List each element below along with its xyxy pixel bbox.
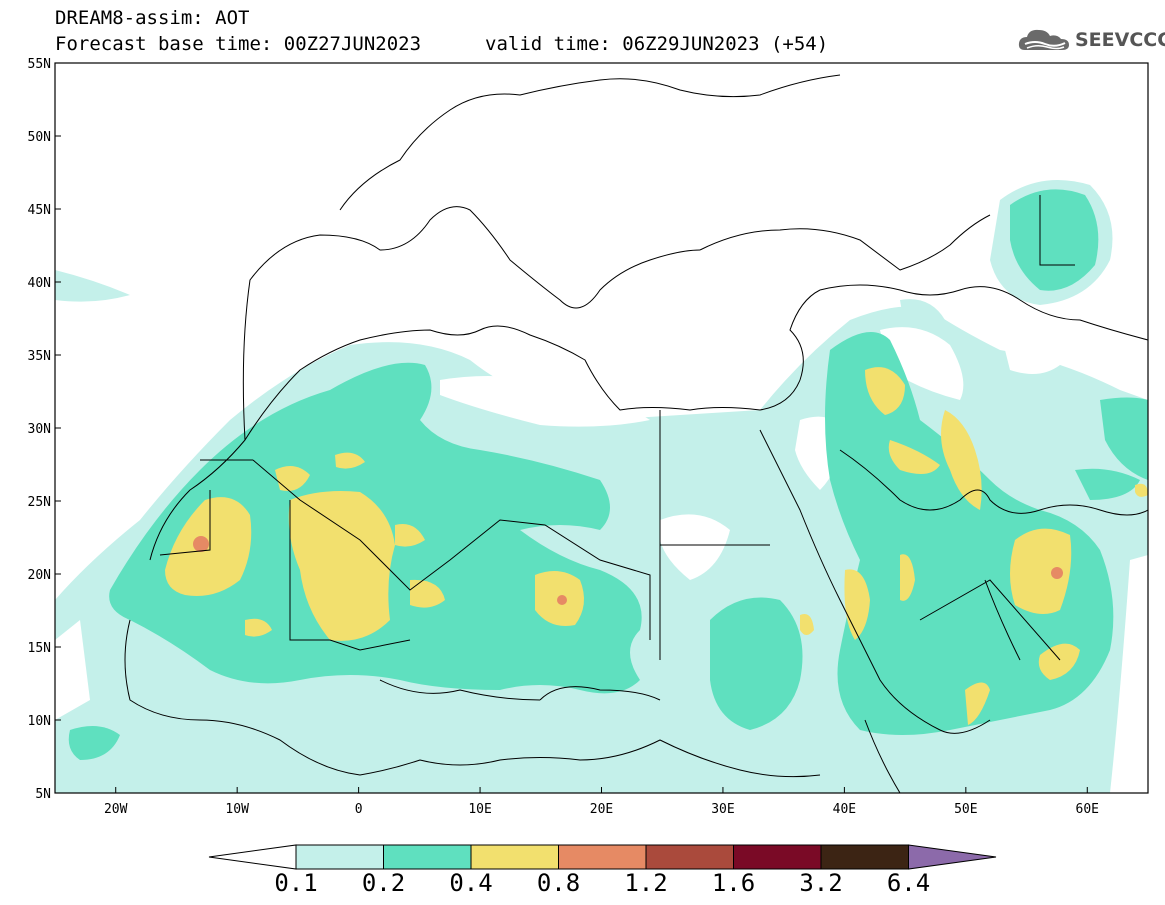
lon-label: 60E — [1076, 802, 1099, 817]
lon-label: 10E — [468, 802, 491, 817]
colorbar-label: 0.8 — [537, 869, 580, 897]
lat-label: 20N — [28, 568, 51, 583]
aot-level-0.4 — [165, 367, 1148, 725]
colorbar-cell — [470, 844, 559, 870]
latitude-axis: 55N 50N 45N 40N 35N 30N 25N 20N 15N 10N 5N — [28, 57, 61, 802]
colorbar-cell — [558, 844, 647, 870]
colorbar-cell — [295, 844, 384, 870]
lat-label: 10N — [28, 714, 51, 729]
lon-label: 0 — [355, 802, 363, 817]
lat-label: 40N — [28, 276, 51, 291]
lat-label: 25N — [28, 495, 51, 510]
colorbar: 0.1 0.2 0.4 0.8 1.2 1.6 3.2 6.4 — [208, 844, 997, 897]
aot-field — [55, 63, 1148, 793]
forecast-base-time: Forecast base time: 00Z27JUN2023 — [55, 33, 422, 55]
lon-label: 20W — [104, 802, 128, 817]
coastlines-borders — [124, 74, 1148, 793]
colorbar-cell — [645, 844, 734, 870]
colorbar-cell — [383, 844, 472, 870]
cloud-icon — [1018, 29, 1069, 50]
aot-level-0.8 — [193, 536, 1063, 605]
colorbar-label: 6.4 — [887, 869, 930, 897]
colorbar-label: 0.4 — [449, 869, 492, 897]
colorbar-label: 3.2 — [799, 869, 842, 897]
colorbar-cell — [820, 844, 909, 870]
longitude-axis: 20W 10W 0 10E 20E 30E 40E 50E 60E — [104, 787, 1099, 817]
map-title: DREAM8-assim: AOT — [55, 7, 250, 29]
lat-label: 15N — [28, 641, 51, 656]
colorbar-label: 1.6 — [712, 869, 755, 897]
lat-label: 30N — [28, 422, 51, 437]
lat-label: 55N — [28, 57, 51, 72]
lat-label: 50N — [28, 130, 51, 145]
lat-label: 5N — [35, 787, 51, 802]
colorbar-low-arrow — [208, 844, 297, 870]
logo-text: SEEVCCC — [1075, 29, 1165, 51]
seevccc-logo: SEEVCCC — [1017, 26, 1165, 54]
lat-label: 35N — [28, 349, 51, 364]
colorbar-label: 1.2 — [624, 869, 667, 897]
lon-label: 30E — [711, 802, 734, 817]
lon-label: 20E — [590, 802, 613, 817]
lon-label: 50E — [954, 802, 977, 817]
colorbar-high-arrow — [908, 844, 997, 870]
valid-time: valid time: 06Z29JUN2023 (+54) — [485, 33, 829, 55]
lon-label: 10W — [225, 802, 249, 817]
lon-label: 40E — [833, 802, 856, 817]
colorbar-label: 0.1 — [274, 869, 317, 897]
lat-label: 45N — [28, 203, 51, 218]
colorbar-label: 0.2 — [362, 869, 405, 897]
colorbar-cell — [733, 844, 822, 870]
